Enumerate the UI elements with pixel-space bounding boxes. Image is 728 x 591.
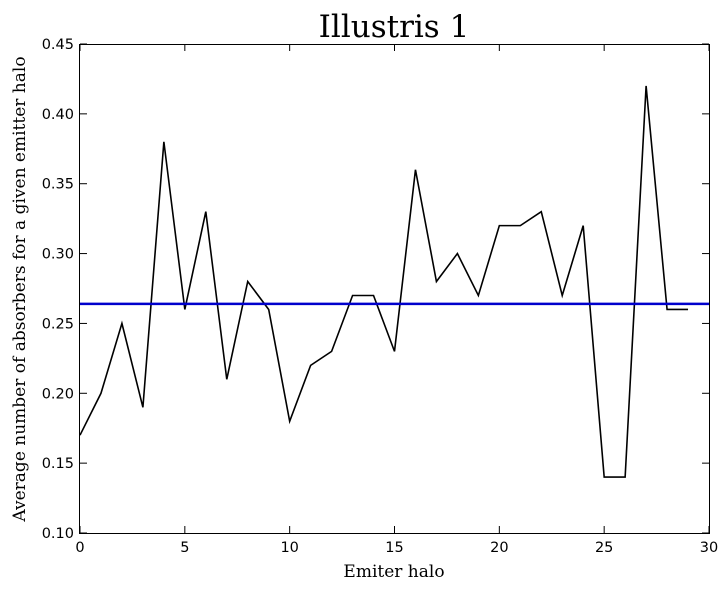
y-tick-label: 0.40 — [42, 107, 74, 123]
plot-frame — [79, 44, 710, 534]
x-tick-label: 15 — [385, 540, 403, 556]
x-tick-label: 20 — [490, 540, 508, 556]
x-tick-label: 10 — [280, 540, 298, 556]
x-tick-label: 0 — [75, 540, 84, 556]
y-tick-label: 0.15 — [42, 456, 74, 472]
x-tick-label: 5 — [180, 540, 189, 556]
series-line-0 — [79, 85, 689, 478]
y-axis-label: Average number of absorbers for a given … — [10, 56, 30, 522]
y-tick-label: 0.10 — [42, 526, 74, 542]
y-tick-label: 0.45 — [42, 37, 74, 53]
chart-title: Illustris 1 — [319, 9, 470, 45]
y-tick-label: 0.20 — [42, 386, 74, 402]
x-axis-label: Emiter halo — [343, 562, 444, 582]
y-tick-label: 0.25 — [42, 316, 74, 332]
y-tick-label: 0.30 — [42, 247, 74, 263]
y-tick-label: 0.35 — [42, 177, 74, 193]
x-tick-label: 25 — [595, 540, 613, 556]
x-tick-label: 30 — [700, 540, 718, 556]
